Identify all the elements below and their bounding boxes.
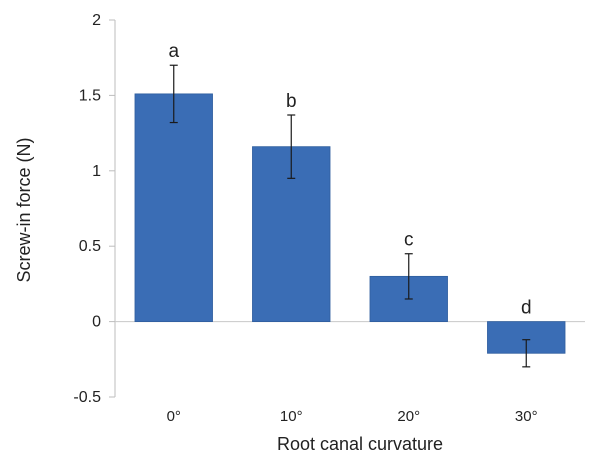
- error-bars: [169, 64, 531, 368]
- y-tick-label: 2: [92, 12, 101, 29]
- x-tick-label-3: 30°: [515, 408, 538, 425]
- significance-letter-2: c: [404, 230, 414, 251]
- significance-letter-0: a: [168, 41, 179, 62]
- y-tick-label: 0.5: [79, 238, 101, 255]
- significance-letters: a b c d: [168, 41, 531, 318]
- significance-letter-3: d: [521, 298, 532, 319]
- x-axis-title: Root canal curvature: [277, 434, 443, 454]
- y-tick-label: 1.5: [79, 87, 101, 104]
- bars: [134, 93, 566, 354]
- y-tick-label: 0: [92, 314, 101, 331]
- x-tick-label-0: 0°: [167, 408, 181, 425]
- bar-0: [134, 93, 213, 322]
- significance-letter-1: b: [286, 91, 297, 112]
- x-tick-label-1: 10°: [280, 408, 303, 425]
- y-tick-label: -0.5: [73, 389, 101, 406]
- x-tick-label-2: 20°: [397, 408, 420, 425]
- y-axis: -0.5 0 0.5 1 1.5 2: [73, 12, 116, 406]
- y-axis-title: Screw-in force (N): [14, 137, 34, 282]
- y-tick-label: 1: [92, 163, 101, 180]
- x-tick-labels: 0° 10° 20° 30°: [167, 408, 538, 425]
